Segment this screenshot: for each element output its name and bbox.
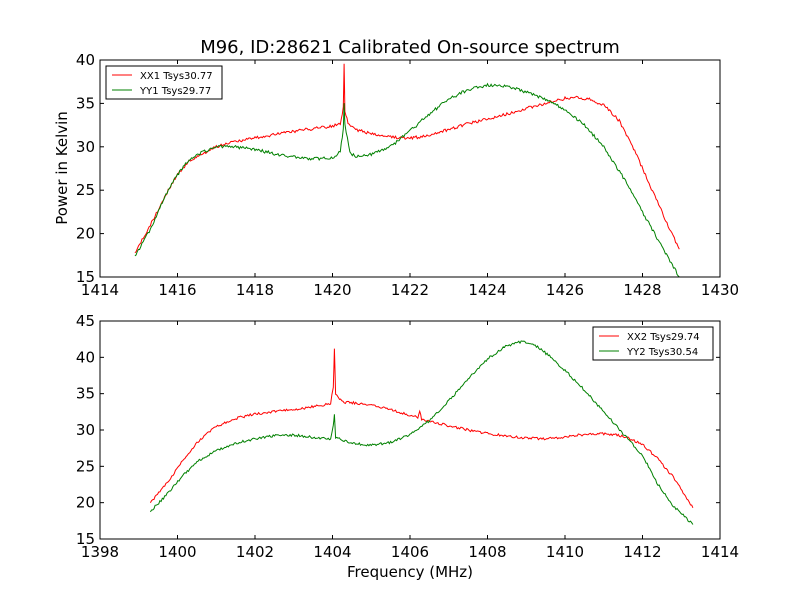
legend: XX1 Tsys30.77 YY1 Tsys29.77	[105, 65, 223, 100]
x-tick-label: 1428	[623, 281, 661, 299]
x-axis-label-bottom: Frequency (MHz)	[347, 563, 473, 581]
top-panel: 1414 1416 1418 1420 1422 1424 1426 1428 1430 15 20…	[76, 51, 739, 299]
y-tick-label: 45	[76, 312, 95, 330]
y-tick-label: 20	[76, 225, 95, 243]
legend-label: XX2 Tsys29.74	[627, 332, 700, 343]
x-tick-label: 1418	[236, 281, 274, 299]
y-tick-label: 20	[76, 494, 95, 512]
x-tick-label: 1408	[468, 543, 506, 561]
x-tick-label: 1402	[236, 543, 274, 561]
y-tick-label: 40	[76, 51, 95, 69]
legend-label: YY2 Tsys30.54	[626, 347, 698, 358]
x-tick-label: 1406	[391, 543, 429, 561]
legend-box	[105, 65, 223, 100]
x-tick-label: 1398	[81, 543, 119, 561]
legend-box	[592, 326, 714, 361]
x-tick-label: 1420	[313, 281, 351, 299]
y-tick-label: 15	[76, 268, 95, 286]
x-tick-label: 1414	[701, 543, 739, 561]
series-line-yy-panel-2	[149, 340, 694, 525]
y-tick-label: 25	[76, 457, 95, 475]
x-tick-label: 1430	[701, 281, 739, 299]
y-tick-label: 30	[76, 138, 95, 156]
y-tick-label: 25	[76, 181, 95, 199]
x-tick-label: 1400	[158, 543, 196, 561]
x-tick-label: 1416	[158, 281, 196, 299]
x-tick-label: 1410	[546, 543, 584, 561]
series-line-xx-panel-2	[149, 348, 694, 509]
y-tick-label: 35	[76, 94, 95, 112]
legend: XX2 Tsys29.74 YY2 Tsys30.54	[592, 326, 714, 361]
bottom-panel: 1398 1400 1402 1404 1406 1408 1410 1412 1414 15 20…	[76, 312, 739, 561]
x-tick-label: 1424	[468, 281, 506, 299]
series-line-yy-panel-1	[134, 82, 680, 278]
x-tick-label: 1422	[391, 281, 429, 299]
y-tick-label: 30	[76, 421, 95, 439]
figure-title: M96, ID:28621 Calibrated On-source spect…	[200, 37, 620, 58]
y-tick-label: 40	[76, 348, 95, 366]
x-tick-label: 1412	[623, 543, 661, 561]
x-tick-label: 1426	[546, 281, 584, 299]
y-tick-label: 35	[76, 385, 95, 403]
y-axis-label-top: Power in Kelvin	[53, 111, 71, 225]
legend-label: YY1 Tsys29.77	[139, 86, 211, 97]
x-tick-label: 1414	[81, 281, 119, 299]
x-tick-label: 1404	[313, 543, 351, 561]
legend-label: XX1 Tsys30.77	[140, 71, 213, 82]
y-tick-label: 15	[76, 530, 95, 548]
